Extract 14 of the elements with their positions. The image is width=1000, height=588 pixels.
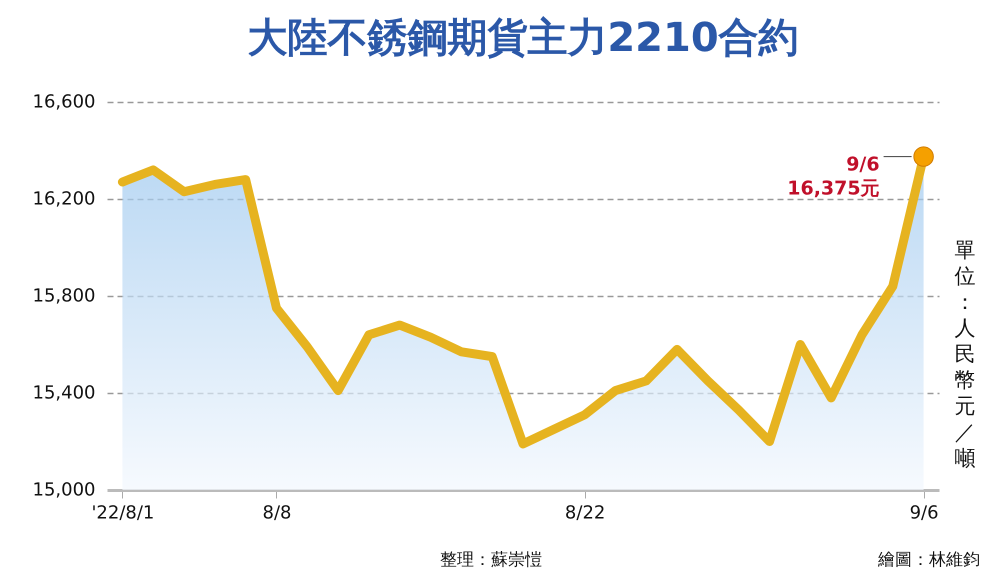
- x-tick-label: 9/6: [910, 502, 939, 524]
- y-tick-label: 15,400: [32, 382, 96, 404]
- y-tick-label: 16,600: [32, 92, 96, 112]
- y-tick-label: 16,200: [32, 188, 96, 210]
- text: 繪圖：林維鈞: [878, 549, 980, 571]
- annotation: 9/6 16,375元: [787, 154, 880, 200]
- text: 單位：人民幣元／噸: [954, 238, 976, 470]
- x-tick-label: '22/8/1: [91, 502, 154, 524]
- chart-title: 大陸不銹鋼期貨主力2210合約: [247, 15, 799, 61]
- x-tick-label: 8/22: [564, 502, 606, 524]
- text: 整理：蘇崇愷: [440, 549, 542, 571]
- x-tick-label: 8/8: [262, 502, 292, 524]
- y-tick-label: 15,000: [32, 480, 96, 500]
- y-tick-label: 15,800: [32, 286, 96, 306]
